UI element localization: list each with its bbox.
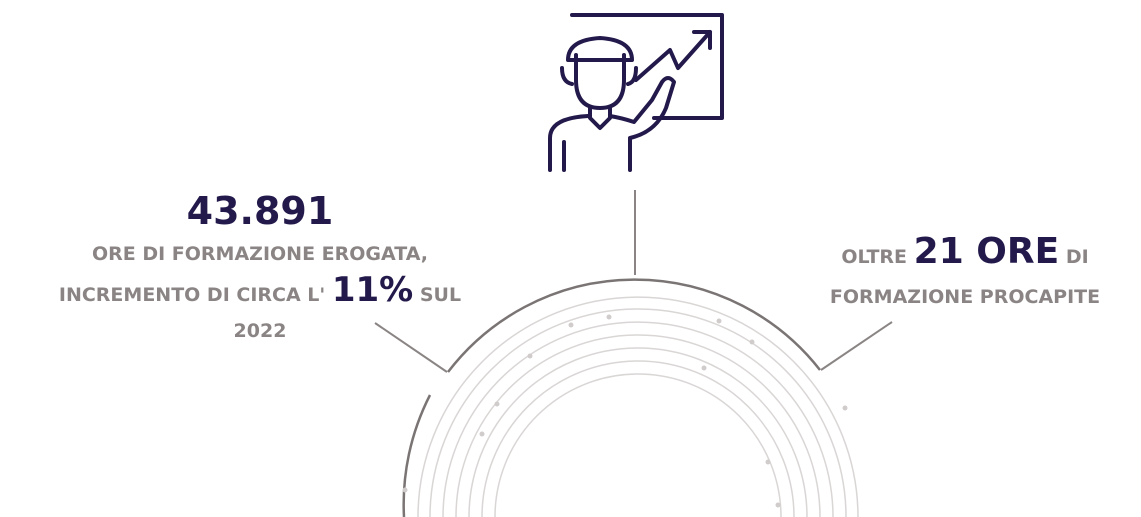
teacher-presenting-chart-icon: [548, 13, 724, 172]
left-stat-line-3: 2022: [233, 320, 287, 342]
hours-delivered-value: 43.891: [186, 189, 334, 233]
node-dot: [568, 322, 574, 328]
node-dot: [701, 365, 707, 371]
ring-5: [468, 347, 808, 517]
node-dot: [765, 459, 771, 465]
node-dot: [494, 401, 500, 407]
node-dot: [606, 314, 612, 320]
ring-1: [417, 296, 859, 517]
left-stat-line-2-suffix: SUL: [419, 284, 462, 306]
right-connector-line: [820, 321, 893, 371]
left-connector-line: [374, 322, 448, 373]
right-stat-line-2: FORMAZIONE PROCAPITE: [829, 286, 1101, 308]
left-stat-line-1: ORE DI FORMAZIONE EROGATA,: [91, 243, 429, 265]
left-stat-line-2-prefix: INCREMENTO DI CIRCA L': [58, 284, 326, 306]
node-dot: [749, 339, 755, 345]
right-stat-line-1: OLTRE 21 ORE DI: [780, 232, 1141, 277]
node-dot: [527, 353, 533, 359]
hours-per-capita-value: 21 ORE: [913, 231, 1060, 272]
node-dot: [842, 405, 848, 411]
right-stat-suffix: DI: [1065, 246, 1089, 268]
right-statistic: OLTRE 21 ORE DI FORMAZIONE PROCAPITE: [780, 232, 1141, 317]
node-dot: [402, 487, 408, 493]
ring-6: [481, 360, 795, 517]
ring-7: [494, 373, 782, 517]
increase-percent-value: 11%: [331, 270, 414, 310]
outer-arc-top: [447, 278, 821, 373]
node-dot: [775, 502, 781, 508]
left-statistic: 43.891 ORE DI FORMAZIONE EROGATA, INCREM…: [10, 190, 510, 349]
node-dot: [716, 318, 722, 324]
node-dot: [479, 431, 485, 437]
ring-2: [429, 308, 847, 517]
ring-4: [455, 334, 821, 517]
outer-arc-left: [402, 394, 432, 517]
left-stat-line-2: INCREMENTO DI CIRCA L' 11% SUL: [10, 272, 510, 313]
ring-3: [442, 321, 834, 517]
right-stat-prefix: OLTRE: [841, 246, 908, 268]
